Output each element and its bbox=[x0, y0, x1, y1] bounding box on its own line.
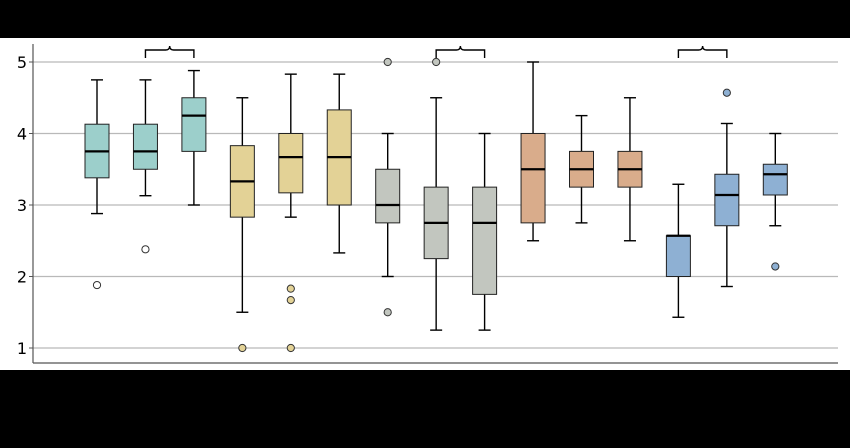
outlier-point bbox=[432, 57, 441, 67]
box-body bbox=[665, 235, 691, 277]
axes bbox=[29, 44, 838, 364]
box-plot-item bbox=[520, 61, 546, 242]
box-body bbox=[762, 163, 788, 196]
y-tick-label: 1 bbox=[17, 339, 27, 358]
outlier-point bbox=[286, 284, 295, 293]
boxes bbox=[84, 57, 788, 353]
box-body bbox=[714, 173, 740, 227]
box-plot-item bbox=[665, 183, 691, 318]
box-body bbox=[472, 186, 498, 295]
significance-brackets bbox=[144, 45, 728, 58]
outlier-point bbox=[141, 245, 150, 254]
outlier-point bbox=[286, 343, 295, 353]
box-plot-item bbox=[714, 88, 740, 288]
box-plot-item bbox=[617, 97, 643, 242]
box-body bbox=[375, 168, 401, 224]
y-tick-label: 2 bbox=[17, 268, 27, 287]
outlier-point bbox=[771, 262, 780, 271]
significance-bracket bbox=[144, 45, 195, 58]
outlier-point bbox=[286, 295, 295, 305]
outlier-point bbox=[722, 88, 731, 97]
y-tick-label: 5 bbox=[17, 53, 27, 72]
box-plot-item bbox=[326, 73, 352, 254]
y-tick-label: 4 bbox=[17, 125, 27, 144]
box-body bbox=[520, 133, 546, 224]
box-plot-item bbox=[375, 57, 401, 317]
box-plot-item bbox=[569, 114, 594, 224]
significance-bracket bbox=[677, 45, 728, 58]
box-plot-item bbox=[423, 57, 449, 331]
box-plot-item bbox=[229, 97, 255, 353]
outlier-point bbox=[383, 57, 392, 67]
box-plot-item bbox=[278, 73, 304, 353]
box-body bbox=[278, 133, 304, 194]
box-plot-item bbox=[132, 79, 158, 254]
outlier-point bbox=[238, 343, 247, 353]
box-plot-item bbox=[84, 79, 110, 290]
significance-bracket bbox=[435, 45, 486, 58]
box-plot-item bbox=[762, 132, 788, 271]
box-body bbox=[132, 123, 158, 170]
box-body bbox=[181, 97, 207, 152]
y-tick-labels: 1 2 3 4 5 bbox=[17, 53, 27, 358]
y-tick-label: 3 bbox=[17, 196, 27, 215]
outlier-point bbox=[383, 308, 392, 317]
box-plot-item bbox=[181, 69, 207, 206]
box-plot-item bbox=[472, 132, 498, 331]
outlier-point bbox=[92, 280, 102, 290]
